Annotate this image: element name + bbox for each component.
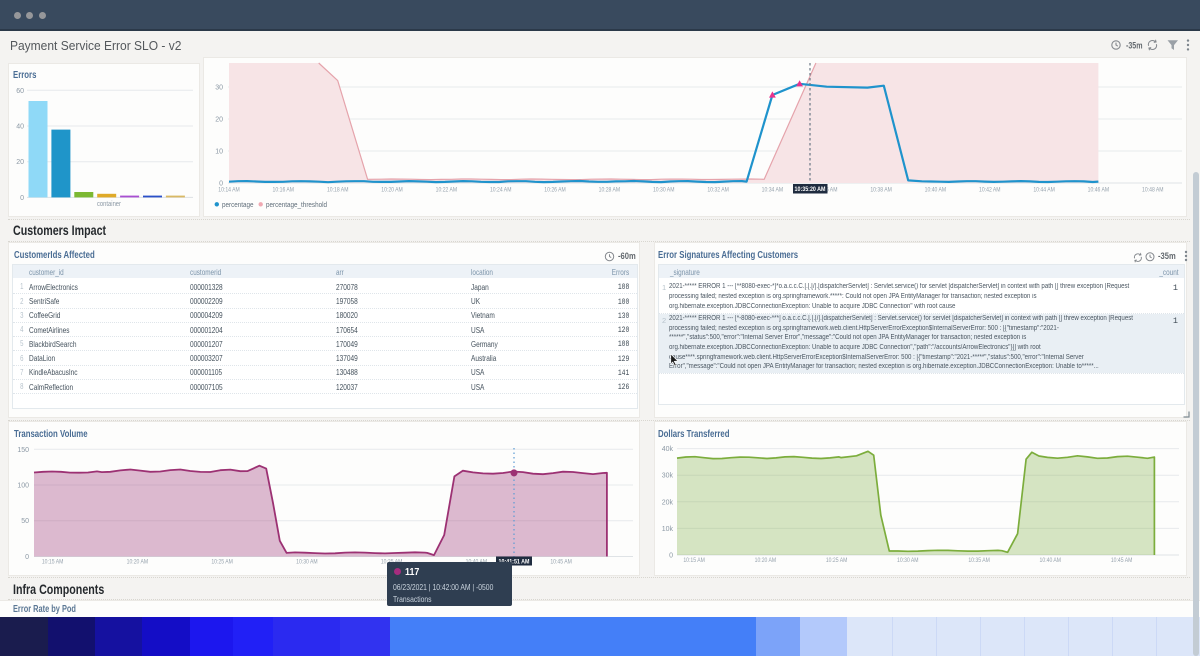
svg-text:0: 0 [20,195,24,202]
svg-text:10:38 AM: 10:38 AM [870,187,892,194]
svg-text:-35m: -35m [1126,41,1143,52]
svg-text:10:45 AM: 10:45 AM [550,559,572,566]
svg-text:10:15 AM: 10:15 AM [683,557,705,564]
svg-text:10:25 AM: 10:25 AM [826,557,848,564]
svg-text:10:25 AM: 10:25 AM [211,559,233,566]
svg-text:40k: 40k [662,446,674,453]
svg-text:10:30 AM: 10:30 AM [897,557,919,564]
svg-text:20: 20 [16,159,24,166]
svg-text:percentage_threshold: percentage_threshold [266,202,327,209]
svg-text:20: 20 [215,117,223,124]
svg-text:10:14 AM: 10:14 AM [218,187,240,194]
svg-text:0: 0 [669,553,673,560]
svg-text:10:40 AM: 10:40 AM [1040,557,1062,564]
svg-text:10:32 AM: 10:32 AM [707,187,729,194]
svg-text:10:42 AM: 10:42 AM [979,187,1001,194]
svg-text:10:16 AM: 10:16 AM [273,187,295,194]
svg-text:10:41:51 AM: 10:41:51 AM [499,559,530,566]
svg-text:10:20 AM: 10:20 AM [127,559,149,566]
svg-text:30k: 30k [662,473,674,480]
svg-text:10:35:20 AM: 10:35:20 AM [795,186,826,193]
svg-text:10:26 AM: 10:26 AM [544,187,566,194]
svg-text:0: 0 [219,181,223,188]
svg-text:30: 30 [215,85,223,92]
svg-text:10:30 AM: 10:30 AM [653,187,675,194]
svg-text:10:20 AM: 10:20 AM [755,557,777,564]
svg-text:10:34 AM: 10:34 AM [762,187,784,194]
svg-text:percentage: percentage [222,202,254,209]
svg-text:10:35 AM: 10:35 AM [968,557,990,564]
svg-text:10:18 AM: 10:18 AM [327,187,349,194]
svg-text:10:44 AM: 10:44 AM [1033,187,1055,194]
svg-text:10:28 AM: 10:28 AM [599,187,621,194]
svg-text:60: 60 [16,88,24,95]
svg-text:50: 50 [21,518,29,525]
svg-text:10:48 AM: 10:48 AM [1142,187,1164,194]
svg-text:0: 0 [25,554,29,561]
svg-text:container: container [97,201,122,208]
svg-text:40: 40 [16,124,24,131]
svg-text:10:22 AM: 10:22 AM [436,187,458,194]
svg-text:10k: 10k [662,526,674,533]
svg-text:10:20 AM: 10:20 AM [381,187,403,194]
svg-text:10: 10 [215,149,223,156]
svg-text:10:30 AM: 10:30 AM [296,559,318,566]
svg-text:10:15 AM: 10:15 AM [42,559,64,566]
svg-text:10:45 AM: 10:45 AM [1111,557,1133,564]
svg-text:10:46 AM: 10:46 AM [1088,187,1110,194]
svg-text:150: 150 [17,447,29,454]
svg-text:10:24 AM: 10:24 AM [490,187,512,194]
svg-text:100: 100 [17,483,29,490]
svg-text:20k: 20k [662,499,674,506]
svg-text:10:40 AM: 10:40 AM [925,187,947,194]
